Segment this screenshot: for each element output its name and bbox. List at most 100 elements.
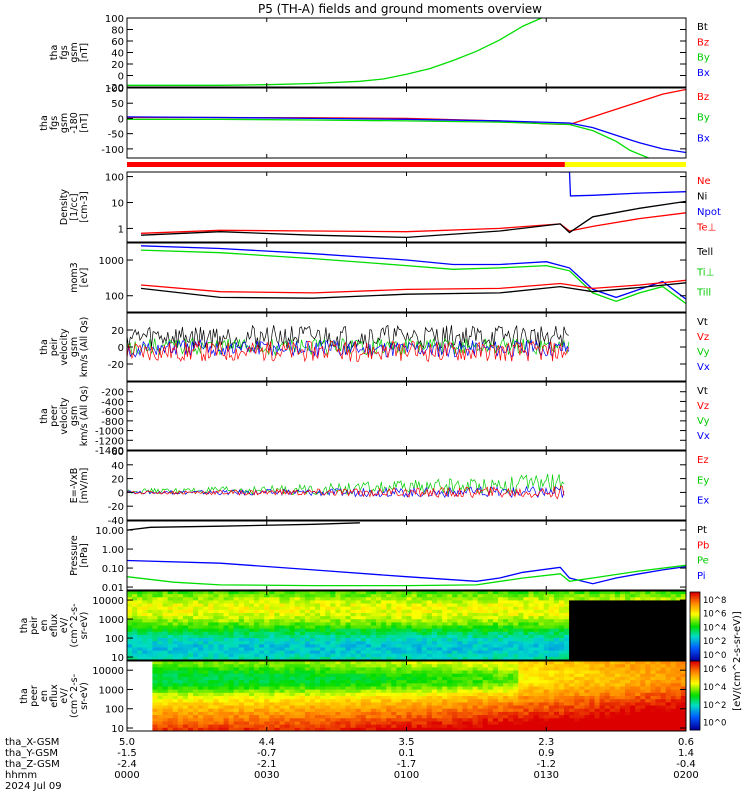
spectrogram-cell — [457, 711, 463, 716]
spectrogram-cell — [614, 676, 621, 681]
spectrogram-cell — [431, 619, 438, 623]
spectrogram-cell — [162, 653, 169, 658]
spectrogram-cell — [309, 638, 316, 642]
spectrogram-cell — [467, 692, 474, 697]
spectrogram-cell — [198, 715, 204, 719]
spectrogram-cell — [584, 591, 591, 595]
spectrogram-cell — [503, 644, 509, 648]
spectrogram-cell — [487, 619, 494, 623]
spectrogram-cell — [274, 683, 281, 688]
spectrogram-cell — [640, 625, 646, 630]
spectrogram-cell — [452, 661, 458, 665]
spectrogram-cell — [391, 603, 397, 608]
spectrogram-cell — [528, 661, 535, 665]
spectrogram-cell — [594, 634, 601, 639]
spectrogram-cell — [264, 711, 270, 716]
spectrogram-cell — [320, 702, 326, 707]
spectrogram-cell — [350, 653, 357, 658]
spectrogram-cell — [543, 702, 550, 707]
spectrogram-cell — [304, 600, 311, 605]
spectrogram-cell — [233, 680, 240, 684]
y-axis-label: Density — [59, 189, 70, 225]
spectrogram-cell — [157, 711, 164, 716]
spectrogram-cell — [553, 727, 560, 731]
spectrogram-cell — [411, 699, 418, 703]
spectrogram-cell — [604, 705, 611, 710]
spectrogram-cell — [630, 606, 636, 611]
spectrogram-cell — [172, 600, 179, 605]
spectrogram-cell — [137, 667, 143, 672]
spectrogram-cell — [350, 718, 357, 723]
spectrogram-cell — [426, 718, 433, 723]
spectrogram-cell — [182, 686, 189, 691]
spectrogram-cell — [315, 653, 321, 658]
spectrogram-cell — [630, 600, 636, 605]
y-tick-label: 0 — [118, 488, 124, 499]
spectrogram-cell — [330, 667, 336, 672]
spectrogram-cell — [208, 653, 214, 658]
spectrogram-cell — [574, 631, 580, 636]
spectrogram-cell — [416, 597, 423, 601]
spectrogram-cell — [589, 625, 596, 630]
spectrogram-cell — [553, 613, 560, 617]
spectrogram-cell — [619, 661, 626, 665]
spectrogram-cell — [675, 613, 682, 617]
spectrogram-cell — [157, 653, 164, 658]
spectrogram-cell — [127, 702, 133, 707]
spectrogram-cell — [492, 689, 499, 694]
spectrogram-cell — [579, 600, 585, 605]
spectrogram-cell — [508, 594, 514, 598]
spectrogram-cell — [411, 653, 418, 658]
spectrogram-cell — [442, 631, 448, 636]
spectrogram-cell — [538, 594, 545, 598]
spectrogram-cell — [365, 711, 372, 716]
spectrogram-cell — [559, 641, 565, 645]
spectrogram-cell — [370, 606, 377, 611]
spectrogram-cell — [238, 721, 245, 726]
spectrogram-cell — [386, 638, 392, 642]
spectrogram-cell — [406, 715, 413, 719]
spectrogram-cell — [416, 711, 423, 716]
spectrogram-cell — [254, 606, 260, 611]
spectrogram-cell — [355, 634, 362, 639]
spectrogram-cell — [472, 625, 479, 630]
spectrogram-cell — [127, 631, 133, 636]
spectrogram-cell — [167, 600, 174, 605]
spectrogram-cell — [401, 622, 408, 627]
spectrogram-cell — [559, 597, 565, 601]
spectrogram-cell — [152, 638, 159, 642]
spectrogram-cell — [315, 721, 321, 726]
spectrogram-cell — [492, 594, 499, 598]
spectrogram-cell — [365, 656, 372, 660]
spectrogram-cell — [564, 715, 570, 719]
spectrogram-cell — [370, 689, 377, 694]
spectrogram-cell — [614, 631, 621, 636]
y-axis-label: tha — [19, 618, 30, 634]
legend-entry: By — [697, 113, 710, 124]
spectrogram-cell — [457, 721, 463, 726]
spectrogram-cell — [487, 673, 494, 678]
spectrogram-cell — [630, 727, 636, 731]
spectrogram-cell — [665, 631, 672, 636]
spectrogram-cell — [208, 600, 214, 605]
spectrogram-cell — [157, 705, 164, 710]
spectrogram-cell — [147, 597, 153, 601]
spectrogram-cell — [609, 680, 616, 684]
spectrogram-cell — [599, 641, 606, 645]
spectrogram-cell — [213, 591, 220, 595]
spectrogram-cell — [289, 625, 296, 630]
spectrogram-cell — [492, 628, 499, 633]
spectrogram-cell — [518, 644, 524, 648]
spectrogram-cell — [518, 721, 524, 726]
spectrogram-cell — [543, 664, 550, 668]
spectrogram-cell — [233, 727, 240, 731]
spectrogram-cell — [457, 702, 463, 707]
spectrogram-cell — [477, 673, 484, 678]
spectrogram-cell — [172, 664, 179, 668]
spectrogram-cell — [198, 653, 204, 658]
spectrogram-cell — [223, 711, 230, 716]
spectrogram-cell — [355, 715, 362, 719]
spectrogram-cell — [457, 600, 463, 605]
spectrogram-cell — [203, 634, 209, 639]
spectrogram-cell — [370, 616, 377, 620]
